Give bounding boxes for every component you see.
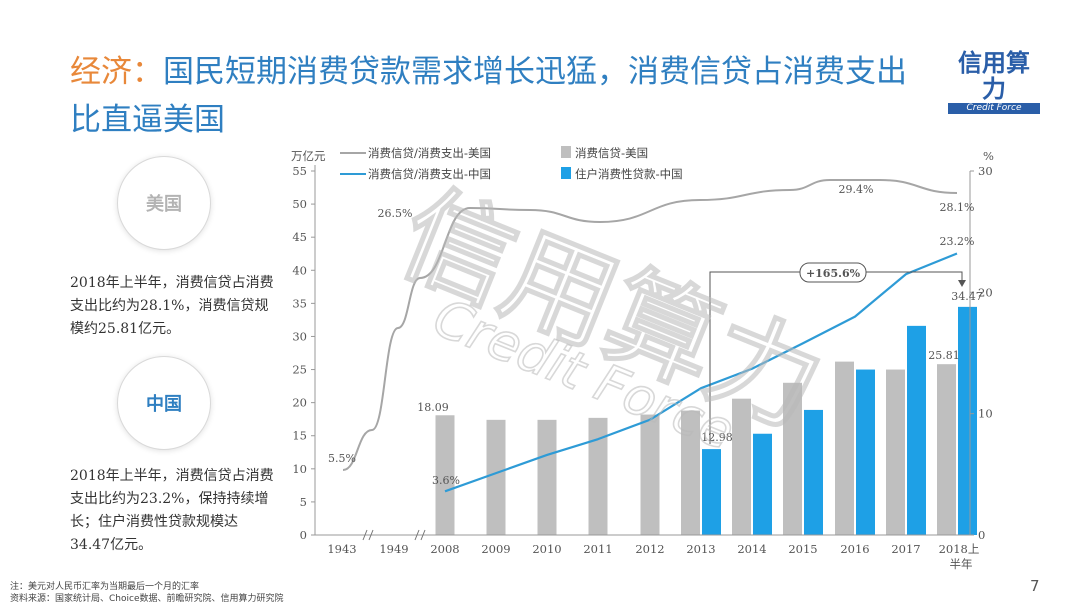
line-label-us-1943: 5.5% [328, 452, 356, 465]
axis-break-mark [362, 529, 374, 541]
bar-us [937, 364, 956, 535]
x-tick-label: 2015 [788, 542, 817, 556]
x-tick-label: 2010 [532, 542, 561, 556]
legend-cn-bar: 住户消费性贷款-中国 [575, 167, 683, 181]
us-badge: 美国 [117, 156, 211, 250]
x-tick-label: 2009 [481, 542, 510, 556]
bar-label-us-2018h1: 25.81 [928, 349, 960, 362]
left-tick-label: 5 [300, 495, 307, 509]
x-tick-label: 半年 [950, 557, 973, 571]
bar-label-us-2008: 18.09 [417, 401, 449, 414]
bar-cn [958, 306, 977, 535]
bar-us [732, 398, 751, 535]
bar-us [537, 419, 557, 535]
line-label-us-2018h1: 28.1% [940, 201, 975, 214]
bar-us [681, 410, 700, 535]
left-tick-label: 0 [300, 528, 307, 542]
bar-us [435, 415, 455, 535]
bar-us [486, 419, 506, 535]
cn-note: 2018年上半年，消费信贷占消费支出比约为23.2%，保持持续增长；住户消费性贷… [70, 468, 274, 553]
x-tick-label: 2013 [686, 542, 715, 556]
bar-label-cn-2013: 12.98 [701, 431, 733, 444]
x-tick-label: 2016 [840, 542, 869, 556]
axis-break-mark [414, 529, 426, 541]
left-tick-label: 30 [292, 329, 307, 343]
x-tick-label: 2011 [583, 542, 612, 556]
bar-us [835, 361, 854, 535]
page-number: 7 [1030, 577, 1040, 595]
line-label-cn-2008: 3.6% [432, 474, 460, 487]
line-label-us-2017: 29.4% [839, 183, 874, 196]
left-axis-unit: 万亿元 [291, 149, 326, 163]
x-tick-label: 2008 [430, 542, 459, 556]
left-tick-label: 40 [292, 263, 307, 277]
bar-cn [856, 369, 875, 535]
bar-cn [753, 433, 772, 535]
growth-badge [799, 262, 867, 283]
title-lead: 经济： [70, 54, 163, 90]
right-axis-unit: % [983, 149, 994, 163]
right-tick-label: 10 [978, 407, 993, 421]
growth-annotation: +165.6% [806, 267, 861, 280]
bar-cn [907, 325, 926, 535]
bar-cn [702, 449, 721, 535]
page-title: 经济：国民短期消费贷款需求增长迅猛，消费信贷占消费支出比直逼美国 [70, 48, 910, 144]
x-tick-label: 1943 [327, 542, 356, 556]
x-tick-label: 2012 [635, 542, 664, 556]
footnote: 注：美元对人民币汇率为当期最后一个月的汇率 [10, 582, 200, 592]
left-tick-label: 55 [292, 164, 307, 178]
logo-text: 信用算力 [958, 49, 1030, 103]
bar-us [640, 414, 660, 535]
left-tick-label: 25 [292, 363, 307, 377]
left-tick-label: 50 [292, 197, 307, 211]
line-cn-ratio [444, 252, 958, 493]
left-tick-label: 10 [292, 462, 307, 476]
x-tick-label: 2017 [891, 542, 920, 556]
bar-us [783, 382, 802, 535]
left-tick-label: 45 [292, 230, 307, 244]
line-label-us-1949: 26.5% [378, 207, 413, 220]
left-tick-label: 20 [292, 396, 307, 410]
line-us-ratio [342, 179, 958, 471]
growth-arrow-head [958, 280, 966, 287]
right-tick-label: 30 [978, 164, 993, 178]
us-note: 2018年上半年，消费信贷占消费支出比约为28.1%，消费信贷规模约25.81亿… [70, 275, 274, 337]
left-tick-label: 35 [292, 296, 307, 310]
legend-us-bar: 消费信贷-美国 [575, 146, 648, 160]
source-note: 资料来源：国家统计局、Choice数据、前瞻研究院、信用算力研究院 [10, 594, 284, 604]
x-tick-label: 1949 [379, 542, 408, 556]
legend-cn-bar-swatch [561, 167, 571, 179]
line-label-cn-2018h1: 23.2% [940, 235, 975, 248]
bar-label-cn-2018h1: 34.47 [951, 290, 983, 303]
legend-us-bar-swatch [561, 146, 571, 158]
brand-logo: 信用算力 Credit Force [948, 50, 1040, 114]
x-tick-label: 2018上 [939, 542, 980, 556]
right-tick-label: 0 [978, 528, 985, 542]
left-tick-label: 15 [292, 429, 307, 443]
cn-badge: 中国 [117, 356, 211, 450]
bar-cn [804, 409, 823, 535]
bar-us [588, 417, 608, 535]
logo-subtext: Credit Force [948, 103, 1040, 114]
x-tick-label: 2014 [737, 542, 766, 556]
right-tick-label: 20 [978, 285, 993, 299]
legend-cn-ratio: 消费信贷/消费支出-中国 [368, 167, 491, 181]
title-text: 国民短期消费贷款需求增长迅猛，消费信贷占消费支出比直逼美国 [70, 54, 907, 138]
legend-us-ratio: 消费信贷/消费支出-美国 [368, 146, 491, 160]
bar-us [886, 369, 905, 535]
